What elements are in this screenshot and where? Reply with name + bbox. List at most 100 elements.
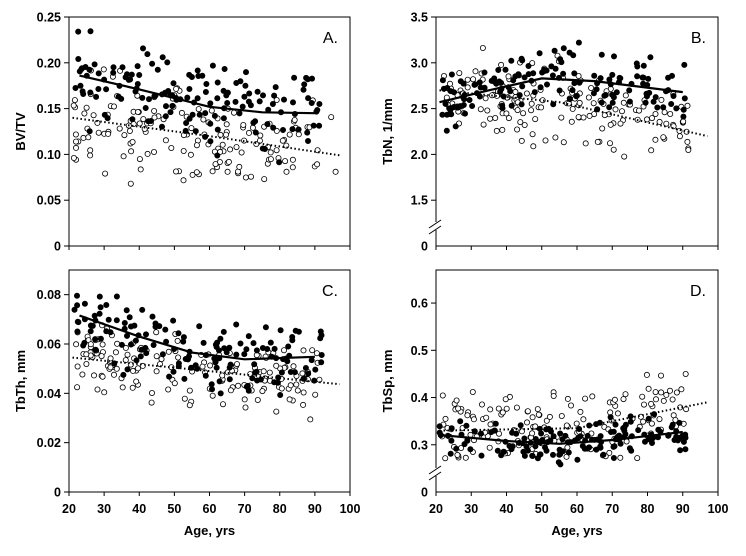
data-point xyxy=(129,384,136,391)
data-point xyxy=(653,396,660,403)
data-point xyxy=(80,342,87,349)
data-point xyxy=(481,84,488,91)
data-point xyxy=(305,370,312,377)
data-point xyxy=(579,442,586,449)
trend-line-filled xyxy=(79,74,315,115)
data-point xyxy=(223,349,230,356)
data-point xyxy=(477,106,484,113)
trend-line-open xyxy=(439,89,708,138)
data-point xyxy=(598,51,605,58)
data-point xyxy=(211,112,218,119)
data-point xyxy=(569,87,576,94)
y-tick-label: 0.04 xyxy=(37,387,61,401)
data-point xyxy=(472,68,479,75)
data-point xyxy=(680,113,687,120)
data-point xyxy=(678,386,685,393)
data-point xyxy=(460,102,467,109)
data-point xyxy=(656,118,663,125)
data-point xyxy=(111,103,118,110)
data-point xyxy=(233,80,240,87)
data-point xyxy=(148,399,155,406)
data-point xyxy=(478,401,485,408)
data-point xyxy=(680,106,687,113)
data-point xyxy=(671,436,678,443)
data-point xyxy=(586,112,593,119)
data-point xyxy=(87,28,94,35)
x-tick-label: 30 xyxy=(97,502,111,516)
data-point xyxy=(253,347,260,354)
data-point xyxy=(576,99,583,106)
data-point xyxy=(645,385,652,392)
data-point xyxy=(446,111,453,118)
data-point xyxy=(576,425,583,432)
data-point xyxy=(162,326,169,333)
x-tick-label: 50 xyxy=(535,502,549,516)
data-point xyxy=(212,161,219,168)
data-point xyxy=(260,368,267,375)
data-point xyxy=(126,314,133,321)
data-point xyxy=(194,67,201,74)
data-point xyxy=(239,103,246,110)
data-point xyxy=(83,351,90,358)
data-point xyxy=(143,350,150,357)
data-point xyxy=(538,104,545,111)
data-point xyxy=(658,372,665,379)
data-point xyxy=(291,369,298,376)
data-point xyxy=(531,89,538,96)
data-point xyxy=(684,102,691,109)
data-point xyxy=(499,126,506,133)
data-point xyxy=(648,400,655,407)
data-point xyxy=(598,99,605,106)
data-point xyxy=(193,169,200,176)
data-point xyxy=(186,71,193,78)
data-point xyxy=(128,71,135,78)
data-point xyxy=(121,132,128,139)
data-point xyxy=(658,96,665,103)
data-point xyxy=(640,62,647,69)
data-point xyxy=(521,122,528,129)
data-point xyxy=(580,114,587,121)
data-point xyxy=(283,168,290,175)
data-point xyxy=(223,121,230,128)
data-point xyxy=(574,456,581,463)
data-point xyxy=(92,346,99,353)
data-point xyxy=(551,47,558,54)
data-point xyxy=(94,386,101,393)
data-point xyxy=(656,416,663,423)
data-point xyxy=(672,416,679,423)
data-point xyxy=(86,128,93,135)
data-point xyxy=(151,114,158,121)
data-point xyxy=(635,427,642,434)
data-point xyxy=(588,85,595,92)
data-point xyxy=(252,129,259,136)
data-point xyxy=(487,115,494,122)
data-point xyxy=(147,118,154,125)
data-point xyxy=(673,105,680,112)
data-point xyxy=(153,353,160,360)
data-point xyxy=(95,86,102,93)
data-point xyxy=(680,438,687,445)
data-point xyxy=(455,405,462,412)
data-point xyxy=(543,417,550,424)
data-point xyxy=(464,84,471,91)
data-point xyxy=(464,412,471,419)
data-point xyxy=(72,131,79,138)
data-point xyxy=(142,105,149,112)
data-point xyxy=(645,415,652,422)
data-point xyxy=(73,138,80,145)
data-point xyxy=(436,423,443,430)
data-point xyxy=(172,168,179,175)
data-point xyxy=(269,101,276,108)
data-point xyxy=(247,173,254,180)
data-point xyxy=(575,39,582,46)
data-point xyxy=(682,431,689,438)
data-point xyxy=(607,414,614,421)
data-point xyxy=(514,126,521,133)
x-tick-label: 80 xyxy=(641,502,655,516)
data-point xyxy=(492,420,499,427)
data-point xyxy=(612,421,619,428)
data-point xyxy=(606,449,613,456)
data-point xyxy=(142,331,149,338)
data-point xyxy=(170,80,177,87)
data-point xyxy=(521,74,528,81)
